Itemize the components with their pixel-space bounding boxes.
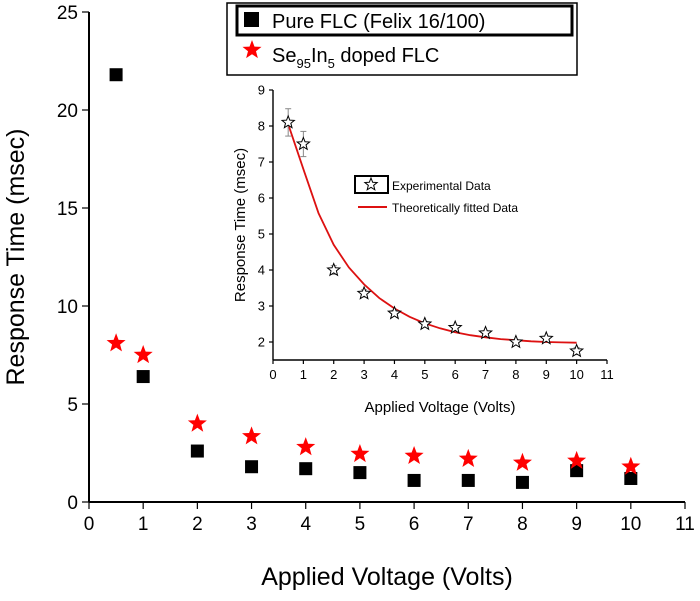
inset-x-tick-label: 2 [330, 367, 337, 382]
main-y-tick-label: 20 [57, 101, 78, 122]
experimental-point [447, 319, 463, 334]
experimental-point [356, 285, 372, 300]
pure-flc-point [515, 475, 529, 489]
main-x-tick-label: 4 [300, 514, 311, 535]
main-legend-se: Se [272, 45, 296, 67]
doped-flc-point [187, 413, 207, 432]
pure-flc-point [109, 68, 123, 82]
inset-y-tick-label: 4 [258, 263, 265, 278]
pure-flc-point [570, 464, 584, 478]
doped-flc-point [106, 333, 126, 352]
inset-x-tick-label: 4 [391, 367, 398, 382]
inset-legend-frame [354, 175, 389, 194]
main-x-tick-label: 7 [463, 514, 474, 535]
doped-flc-point [621, 456, 641, 475]
inset-x-tick-label: 9 [543, 367, 550, 382]
inset-x-tick-label: 11 [600, 367, 614, 382]
inset-x-tick-label: 10 [569, 367, 583, 382]
main-y-tick-label: 10 [57, 297, 78, 318]
main-legend-se-sub: 95 [296, 56, 310, 71]
doped-flc-point [458, 448, 478, 467]
main-x-tick-label: 1 [138, 514, 149, 535]
inset-y-tick-label: 5 [258, 227, 265, 242]
inset-x-axis-title: Applied Voltage (Volts) [365, 399, 516, 416]
main-legend-in-sub: 5 [328, 56, 335, 71]
main-legend-star-marker [242, 40, 262, 59]
main-y-tick-label: 5 [67, 395, 78, 416]
experimental-point [386, 305, 402, 320]
inset-y-tick-label: 7 [258, 155, 265, 170]
main-x-tick-label: 0 [84, 514, 95, 535]
inset-legend-label-experimental: Experimental Data [392, 179, 491, 193]
fitted-curve [287, 123, 577, 344]
experimental-point [295, 136, 311, 151]
pure-flc-point [190, 444, 204, 458]
inset-x-tick-label: 6 [452, 367, 459, 382]
doped-flc-point [512, 452, 532, 471]
inset-x-tick-label: 8 [512, 367, 519, 382]
doped-flc-point [296, 437, 316, 456]
main-x-tick-label: 2 [192, 514, 203, 535]
main-x-tick-label: 5 [355, 514, 366, 535]
experimental-point [508, 334, 524, 349]
doped-flc-point [567, 450, 587, 469]
pure-flc-point [299, 462, 313, 476]
main-x-tick-label: 8 [517, 514, 528, 535]
experimental-point [326, 262, 342, 277]
pure-flc-point [461, 473, 475, 487]
main-legend-in: In [311, 45, 328, 67]
experimental-point [478, 325, 494, 340]
inset-x-tick-label: 5 [421, 367, 428, 382]
pure-flc-point [245, 460, 259, 474]
inset-legend-open-star-marker [363, 176, 379, 191]
main-legend-label-doped: Se95In5 doped FLC [272, 45, 439, 71]
main-legend-doped-rest: doped FLC [335, 45, 440, 67]
experimental-point [417, 316, 433, 331]
pure-flc-point [624, 471, 638, 485]
main-legend: Pure FLC (Felix 16/100) Se95In5 doped FL… [226, 2, 578, 76]
main-y-tick-label: 15 [57, 199, 78, 220]
inset-x-tick-label: 3 [360, 367, 367, 382]
inset-y-axis-title: Response Time (msec) [232, 148, 249, 302]
main-x-tick-label: 11 [675, 514, 695, 535]
doped-flc-point [242, 426, 262, 445]
main-legend-frame [226, 2, 578, 76]
inset-y-tick-label: 3 [258, 299, 265, 314]
doped-flc-point [404, 445, 424, 465]
main-y-axis-title: Response Time (msec) [2, 128, 30, 385]
pure-flc-point [136, 370, 150, 384]
main-x-tick-label: 3 [246, 514, 257, 535]
inset-y-tick-label: 6 [258, 191, 265, 206]
inset-x-tick-label: 1 [300, 367, 307, 382]
main-legend-square-marker [244, 12, 259, 27]
pure-flc-point [407, 473, 421, 487]
inset-x-tick-label: 7 [482, 367, 489, 382]
inset-y-tick-label: 9 [258, 83, 265, 98]
experimental-point [569, 343, 585, 358]
inset-legend: Experimental Data Theoretically fitted D… [354, 175, 518, 215]
main-x-tick-label: 6 [409, 514, 420, 535]
main-x-axis-title: Applied Voltage (Volts) [261, 563, 513, 591]
inset-y-tick-label: 8 [258, 119, 265, 134]
inset-y-tick-label: 2 [258, 335, 265, 350]
pure-flc-point [353, 466, 367, 480]
main-x-tick-label: 9 [571, 514, 582, 535]
main-legend-label-pure-flc: Pure FLC (Felix 16/100) [272, 11, 485, 33]
doped-flc-point [350, 443, 370, 463]
inset-plot: 0 1 2 3 4 5 6 7 8 9 10 11 2 3 4 5 6 7 8 9 Applied Voltage (V… [232, 83, 614, 416]
doped-flc-point [133, 345, 153, 364]
inset-legend-label-fitted: Theoretically fitted Data [392, 201, 518, 215]
experimental-point [538, 330, 554, 345]
main-legend-highlight-frame [235, 4, 574, 37]
inset-x-tick-label: 0 [269, 367, 276, 382]
main-y-tick-label: 25 [57, 3, 78, 24]
experimental-point [280, 114, 296, 129]
main-x-tick-label: 10 [620, 514, 641, 535]
main-y-tick-label: 0 [67, 493, 78, 514]
